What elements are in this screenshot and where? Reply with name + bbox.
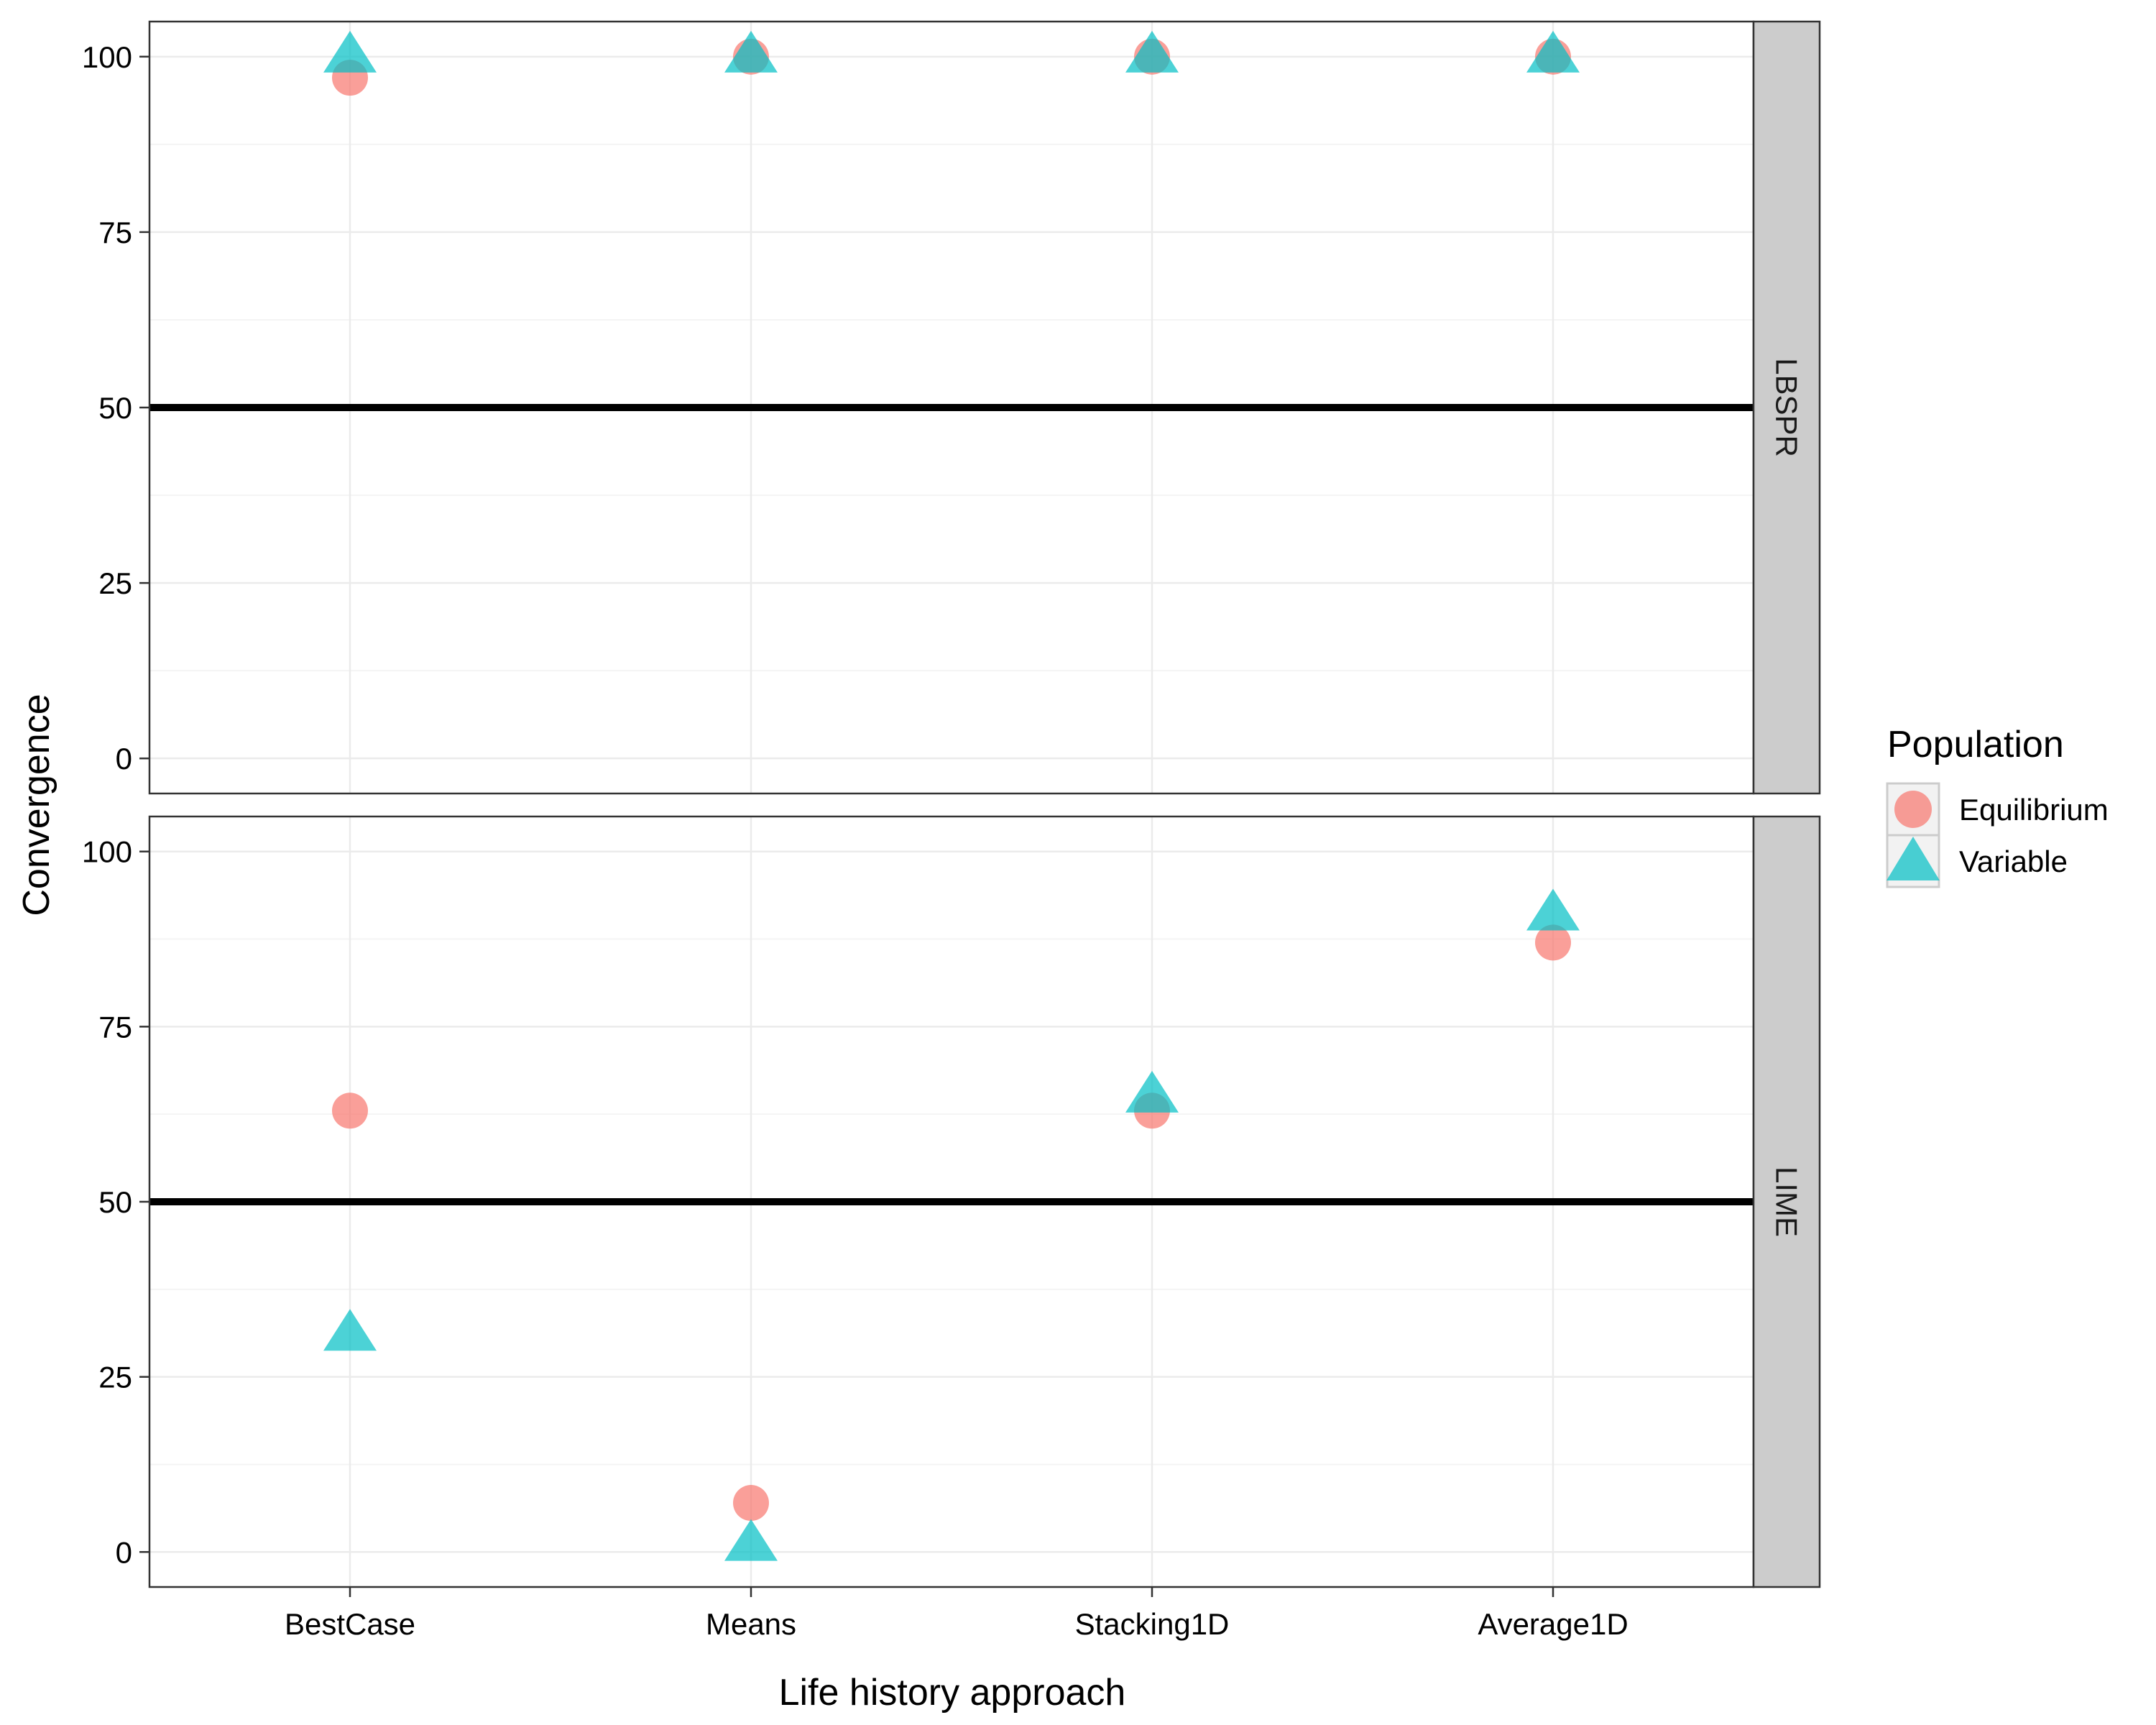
legend-key-equilibrium xyxy=(1894,791,1932,828)
strip-label-lbspr: LBSPR xyxy=(1770,358,1804,457)
panels-layer: LBSPR 0 25 50 75 100 LIME 0 25 50 75 100 BestCase Mea… xyxy=(82,20,1821,1641)
x-tick-label-bestcase: BestCase xyxy=(285,1607,415,1641)
y-tick-label: 0 xyxy=(116,1535,132,1569)
legend-label-equilibrium: Equilibrium xyxy=(1959,793,2109,827)
legend-title: Population xyxy=(1887,724,2064,765)
legend: Population Equilibrium Variable xyxy=(1886,724,2109,888)
point-variable-stacking1d xyxy=(1125,30,1179,73)
point-equilibrium-bestcase xyxy=(332,1092,368,1129)
y-tick-label: 0 xyxy=(116,742,132,776)
y-axis-title: Convergence xyxy=(16,694,57,916)
y-tick-label: 25 xyxy=(98,1361,132,1394)
panel-lime: LIME 0 25 50 75 100 xyxy=(82,815,1821,1588)
point-variable-bestcase xyxy=(323,30,377,73)
y-tick-label: 25 xyxy=(98,566,132,600)
point-variable-average1d xyxy=(1526,30,1580,73)
y-tick-label: 100 xyxy=(82,40,132,74)
x-axis-title: Life history approach xyxy=(779,1672,1126,1714)
strip-lime xyxy=(1752,815,1821,1588)
y-tick-label: 50 xyxy=(98,1185,132,1219)
x-axis: BestCase Means Stacking1D Average1D xyxy=(285,1587,1628,1641)
legend-key-variable xyxy=(1886,837,1940,880)
legend-label-variable: Variable xyxy=(1959,845,2068,878)
x-tick-label-average1d: Average1D xyxy=(1478,1607,1628,1641)
y-tick-label: 100 xyxy=(82,835,132,869)
strip-label-lime: LIME xyxy=(1770,1167,1804,1237)
point-variable-bestcase xyxy=(323,1309,377,1351)
x-tick-label-means: Means xyxy=(706,1607,796,1641)
point-equilibrium-average1d xyxy=(1535,924,1571,961)
point-variable-means xyxy=(724,30,778,73)
y-tick-label: 50 xyxy=(98,391,132,425)
strip-lbspr xyxy=(1752,20,1821,795)
point-variable-stacking1d xyxy=(1125,1070,1179,1113)
y-tick-label: 75 xyxy=(98,1010,132,1044)
y-tick-label: 75 xyxy=(98,216,132,249)
x-tick-label-stacking1d: Stacking1D xyxy=(1075,1607,1230,1641)
point-variable-average1d xyxy=(1526,888,1580,931)
panel-lbspr: LBSPR 0 25 50 75 100 xyxy=(82,20,1821,795)
point-equilibrium-means xyxy=(733,1485,769,1522)
point-variable-means xyxy=(724,1519,778,1561)
